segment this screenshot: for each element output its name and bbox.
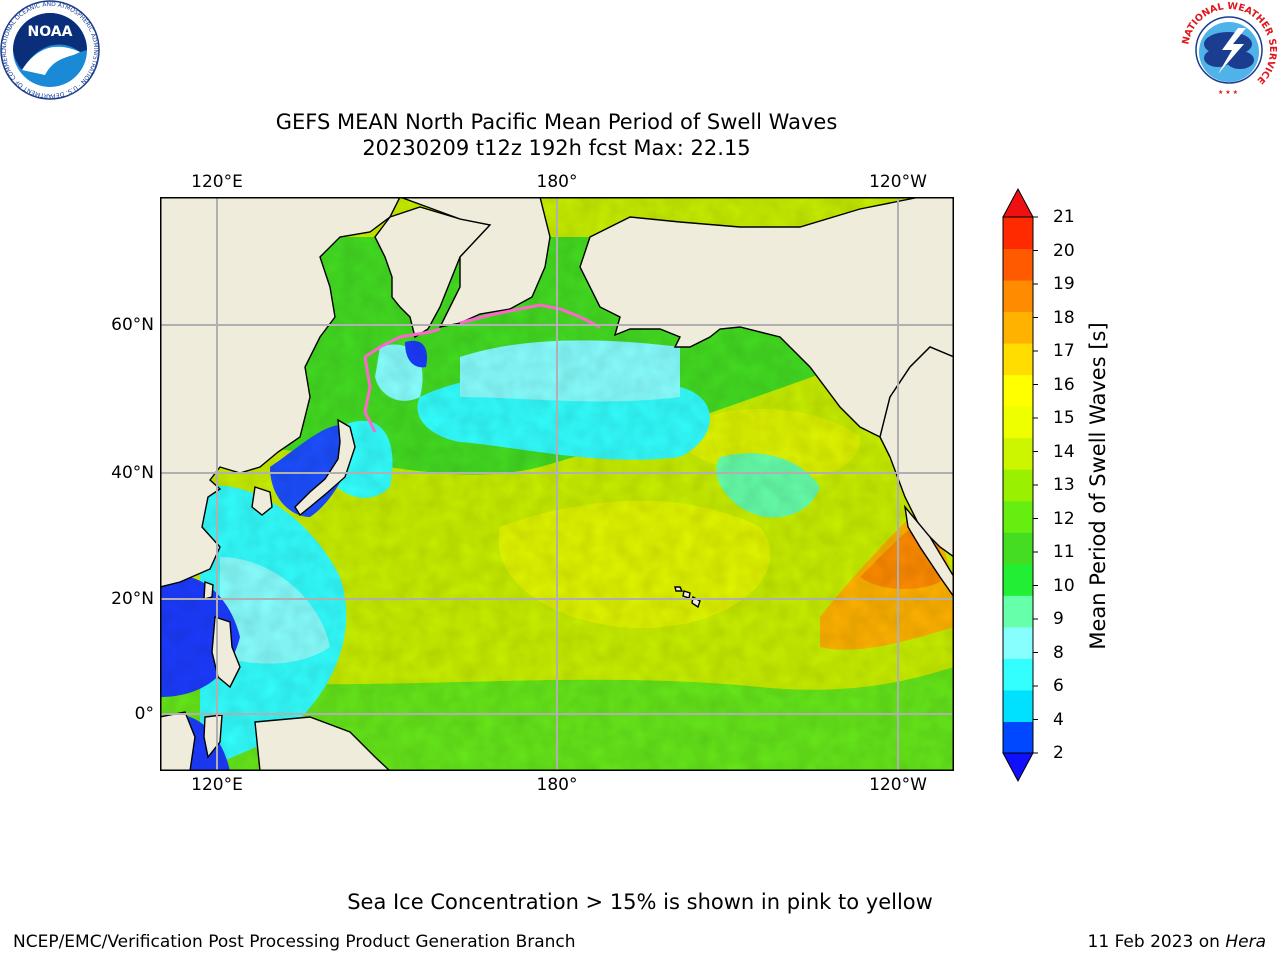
lat-label-60n: 60°N [111,315,154,335]
colorbar-segment [1003,437,1033,470]
lon-label-bottom-120e: 120°E [191,775,243,795]
sea-ice-note: Sea Ice Concentration > 15% is shown in … [347,890,933,914]
sea-ice-bering [459,303,601,329]
colorbar-label: Mean Period of Swell Waves [s] [1086,322,1110,650]
colorbar-tick-label: 12 [1053,508,1075,529]
lat-label-0: 0° [134,704,154,724]
svg-text:★ ★ ★: ★ ★ ★ [1218,89,1238,96]
footer-date-text: 11 Feb 2023 on [1087,932,1226,952]
footer-date: 11 Feb 2023 on Hera [1088,932,1266,952]
colorbar-segment [1003,406,1033,439]
colorbar-segment [1003,563,1033,596]
colorbar-tick-label: 4 [1053,709,1064,730]
colorbar-tick-label: 8 [1053,642,1064,663]
colorbar-under-triangle [1002,752,1034,783]
colorbar-segment [1003,626,1033,659]
lat-label-40n: 40°N [111,463,154,483]
sea-ice-okhotsk [364,327,441,359]
chart-title: GEFS MEAN North Pacific Mean Period of S… [275,110,838,134]
land-alaska [579,197,954,439]
lon-label-top-120w: 120°W [869,172,927,192]
colorbar-tick-label: 20 [1053,240,1075,261]
colorbar-tick-label: 21 [1053,207,1075,227]
footer-credit: NCEP/EMC/Verification Post Processing Pr… [13,932,576,952]
swell-period-map [160,197,954,771]
colorbar-segment [1003,280,1033,313]
colorbar-segment [1003,689,1033,722]
map-border [160,197,954,771]
colorbar-segment [1003,374,1033,407]
chart-subtitle: 20230209 t12z 192h fcst Max: 22.15 [362,136,751,160]
lon-label-top-180: 180° [536,172,578,192]
colorbar-tick-label: 19 [1053,274,1075,294]
colorbar-tick-label: 13 [1053,475,1075,495]
colorbar-segment [1003,532,1033,565]
colorbar-segment [1003,311,1033,344]
lon-label-top-120e: 120°E [191,172,243,192]
footer-host: Hera [1225,932,1266,952]
noaa-logo: NATIONAL OCEANIC AND ATMOSPHERIC ADMINIS… [0,0,100,100]
land-korea [251,486,273,516]
land-japan [294,418,356,517]
sea-ice-edges [363,303,601,433]
colorbar-segment [1003,217,1033,250]
colorbar-over-triangle [1002,187,1034,218]
map-panel [160,197,954,771]
colorbar-tick-label: 6 [1053,676,1064,696]
colorbar-tick-label: 2 [1053,743,1064,763]
sea-ice-west [363,356,377,433]
colorbar-segment [1003,658,1033,691]
colorbar [1002,187,1038,783]
land-taiwan [203,581,214,600]
land-borneo [160,711,196,771]
colorbar-segment [1003,469,1033,502]
nws-logo: NATIONAL WEATHER SERVICE ★ ★ ★ [1178,0,1280,100]
colorbar-segment [1003,248,1033,281]
lat-label-20n: 20°N [111,589,154,609]
lon-label-bottom-120w: 120°W [869,775,927,795]
colorbar-segment [1003,721,1033,754]
map-gridlines [160,197,954,771]
colorbar-tick-label: 18 [1053,307,1075,328]
noaa-logo-text: NOAA [28,24,73,40]
colorbar-tick-label: 10 [1053,575,1075,596]
colorbar-tick-label: 9 [1053,609,1064,629]
colorbar-tick-label: 16 [1053,374,1075,395]
land-philippines [211,616,241,689]
land-new-guinea [254,716,392,771]
land-mexico [903,504,954,599]
colorbar-segment [1003,500,1033,533]
lon-label-bottom-180: 180° [536,775,578,795]
colorbar-segment [1003,343,1033,376]
colorbar-segment [1003,595,1033,628]
colorbar-tick-label: 15 [1053,408,1075,428]
land-asia [160,197,401,588]
colorbar-tick-label: 14 [1053,441,1075,462]
colorbar-tick-label: 11 [1053,542,1075,562]
colorbar-tick-label: 17 [1053,341,1075,361]
